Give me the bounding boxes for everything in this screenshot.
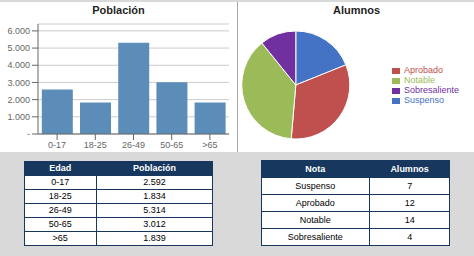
html-text:Población: Población xyxy=(92,4,145,16)
svg-text:18-25: 18-25 xyxy=(84,140,107,150)
html-text:1.839: 1.839 xyxy=(143,233,166,243)
html-text:Aprobado: Aprobado xyxy=(404,65,443,75)
html-text:Suspenso: Suspenso xyxy=(295,181,336,191)
svg-text:5.000: 5.000 xyxy=(8,43,30,53)
svg-text:>65: >65 xyxy=(202,140,217,150)
html-text:Aprobado: Aprobado xyxy=(295,198,335,208)
svg-text:3.000: 3.000 xyxy=(8,78,30,88)
svg-text:-: - xyxy=(27,129,30,139)
html-text:2.592: 2.592 xyxy=(143,177,166,187)
html-text:18-25: 18-25 xyxy=(48,191,72,201)
html-text:Notable: Notable xyxy=(404,75,435,85)
html-text:14: 14 xyxy=(404,215,415,225)
html-text:0-17: 0-17 xyxy=(51,177,70,187)
html-text:Alumnos: Alumnos xyxy=(390,164,429,174)
html-text:Suspenso: Suspenso xyxy=(404,95,444,105)
svg-text:1.000: 1.000 xyxy=(8,112,30,122)
html-text:5.314: 5.314 xyxy=(143,205,166,215)
html-text:Edad: Edad xyxy=(49,163,72,173)
html-text:50-65: 50-65 xyxy=(48,219,72,229)
svg-text:4.000: 4.000 xyxy=(8,60,30,70)
html-text:4: 4 xyxy=(407,232,413,242)
svg-text:26-49: 26-49 xyxy=(122,140,145,150)
svg-text:6.000: 6.000 xyxy=(8,26,30,36)
svg-text:0-17: 0-17 xyxy=(48,140,66,150)
html-text:12: 12 xyxy=(404,198,415,208)
html-text:7: 7 xyxy=(407,181,413,191)
html-text:26-49: 26-49 xyxy=(48,205,72,215)
html-text:Sobresaliente: Sobresaliente xyxy=(404,85,459,95)
svg-text:2.000: 2.000 xyxy=(8,95,30,105)
html-text:Población: Población xyxy=(132,163,176,173)
html-text:1.834: 1.834 xyxy=(143,191,166,201)
html-text:Notable: Notable xyxy=(299,215,331,225)
html-text:Sobresaliente: Sobresaliente xyxy=(287,232,343,242)
html-text:3.012: 3.012 xyxy=(143,219,166,229)
html-text:Nota: Nota xyxy=(305,164,326,174)
html-text:>65: >65 xyxy=(52,233,68,243)
svg-text:50-65: 50-65 xyxy=(160,140,183,150)
html-text:Alumnos: Alumnos xyxy=(333,4,380,16)
